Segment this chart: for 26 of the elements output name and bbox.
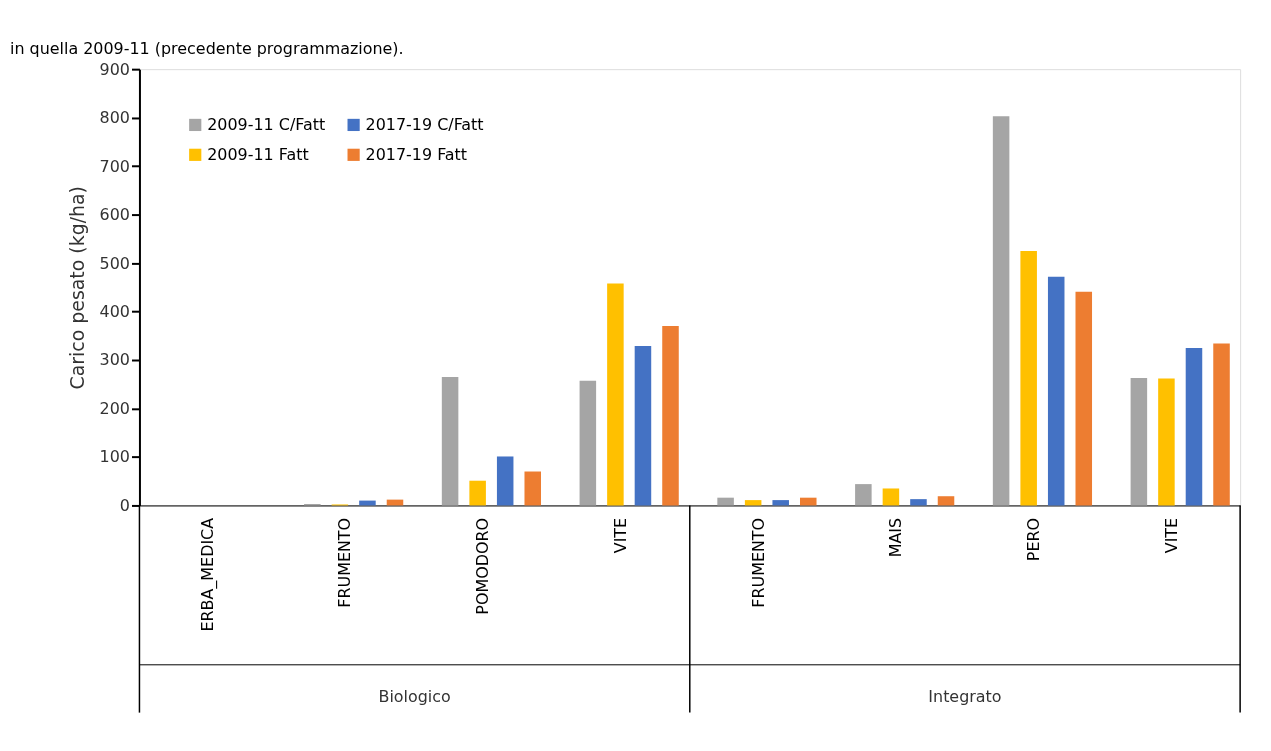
text: Integrato (928, 686, 1002, 706)
text: Biologico (378, 686, 451, 706)
x-tick-label: FRUMENTO (748, 517, 768, 608)
y-tick-label: 0 (119, 495, 130, 515)
y-tick-label: 400 (99, 302, 130, 322)
x-tick-label: ERBA_MEDICA (197, 517, 218, 632)
x-tick-label: VITE (610, 517, 630, 554)
y-tick-label: 500 (99, 253, 130, 273)
y-tick-label: 600 (99, 205, 130, 225)
y-tick-label: 200 (99, 398, 130, 418)
legend-label: 2009-11 Fatt (207, 144, 309, 164)
y-tick-label: 100 (99, 447, 130, 467)
y-tick-label: 800 (99, 108, 130, 128)
x-tick-label: POMODORO (473, 517, 493, 615)
legend-label: 2017-19 Fatt (365, 144, 468, 164)
text: in quella 2009-11 (precedente programmazione). (9, 39, 404, 59)
legend-label: 2017-19 C/Fatt (365, 114, 484, 134)
y-axis-title: Carico pesato (kg/ha) (65, 186, 88, 390)
x-tick-label: FRUMENTO (335, 517, 355, 608)
x-tick-label: VITE (1161, 517, 1181, 554)
x-tick-label: PERO (1024, 517, 1044, 562)
y-tick-label: 700 (99, 156, 130, 176)
legend-label: 2009-11 C/Fatt (207, 114, 326, 134)
x-tick-label: MAIS (886, 517, 906, 558)
y-tick-label: 300 (99, 350, 130, 370)
y-tick-label: 900 (99, 59, 130, 79)
